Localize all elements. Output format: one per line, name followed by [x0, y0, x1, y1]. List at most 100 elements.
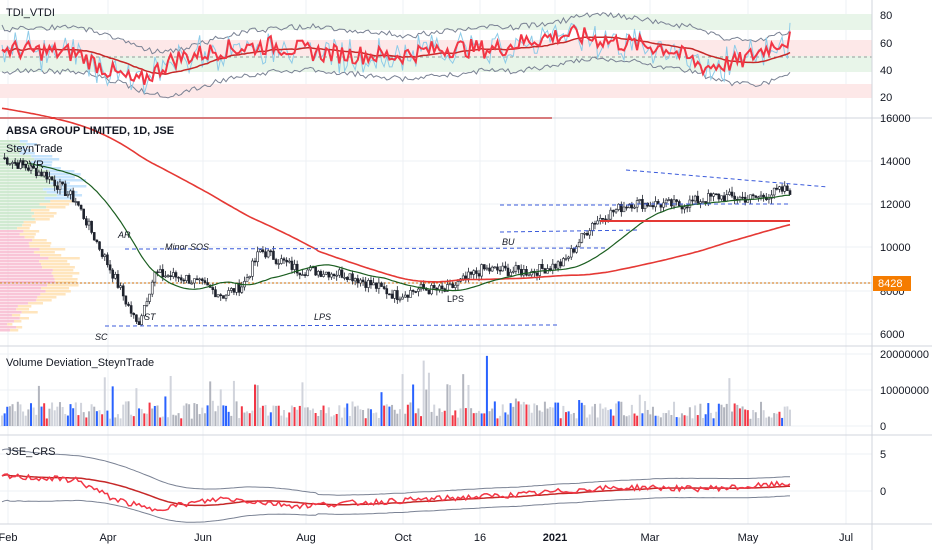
volume-bar — [501, 404, 504, 426]
volume-bar — [306, 407, 309, 426]
volume-bar — [628, 415, 631, 426]
candle-body — [762, 194, 765, 198]
volume-bar — [480, 413, 483, 426]
candle-body — [651, 205, 655, 208]
main-axis-label: 16000 — [880, 113, 911, 125]
volume-bar — [380, 392, 383, 426]
candle-body — [714, 193, 718, 196]
candle-body — [649, 205, 652, 207]
crs-lower-band — [1, 495, 790, 523]
volume-bar — [546, 408, 549, 426]
volume-bar — [6, 406, 9, 426]
volume-bar — [667, 410, 670, 426]
candle-body — [701, 201, 705, 203]
volume-bar — [454, 410, 457, 426]
annotation-ar: AR — [117, 230, 131, 240]
candle-body — [40, 171, 43, 177]
vpvr-bar — [0, 311, 22, 314]
candle-body — [559, 261, 563, 267]
vpvr-bar — [45, 290, 71, 293]
vpvr-bar — [0, 260, 40, 263]
volume-bar — [174, 415, 177, 426]
vpvr-bar — [0, 212, 35, 215]
volume-bar — [789, 409, 791, 426]
candle-body — [77, 201, 80, 206]
volume-bar — [636, 415, 639, 426]
vpvr-bar — [0, 320, 14, 323]
candle-body — [190, 282, 194, 285]
candle-body — [232, 288, 236, 293]
volume-bar — [87, 411, 90, 426]
volume-bar — [691, 418, 694, 426]
volume-bar — [51, 402, 54, 426]
candle-body — [61, 181, 64, 185]
vpvr-bar — [0, 314, 12, 317]
candle-body — [24, 164, 28, 169]
candle-body — [195, 278, 199, 281]
candle-body — [469, 271, 473, 275]
vpvr-bar — [31, 215, 54, 218]
candle-body — [224, 294, 228, 299]
vpvr-label: VPVR — [14, 159, 44, 171]
candle-body — [625, 206, 628, 209]
volume-bar — [622, 415, 625, 426]
volume-bar — [493, 401, 496, 426]
candle-body — [667, 199, 671, 201]
volume-bar — [43, 403, 46, 426]
volume-bar — [422, 360, 425, 426]
time-axis-label: Apr — [99, 532, 116, 544]
main-sub-label: SteynTrade — [6, 143, 62, 155]
candle-body — [37, 171, 41, 177]
candle-body — [664, 199, 668, 204]
ma-long-line — [1, 107, 791, 283]
candle-body — [306, 269, 310, 276]
volume-bar — [138, 408, 141, 426]
candle-body — [490, 266, 494, 272]
trendline-support-sc — [104, 324, 561, 327]
volume-bar — [572, 412, 575, 426]
candle-body — [514, 265, 518, 272]
volume-bar — [64, 414, 67, 426]
volume-bar — [8, 406, 11, 426]
candle-body — [683, 206, 686, 210]
price-badge-text: 8428 — [878, 278, 902, 290]
volume-bar — [578, 400, 581, 426]
volume-bar — [282, 410, 285, 426]
volume-bar — [369, 409, 372, 426]
volume-bar — [723, 407, 726, 426]
volume-bar — [704, 414, 707, 426]
volume-bar — [731, 411, 734, 426]
volume-bar — [612, 415, 615, 426]
candle-body — [203, 280, 207, 283]
candle-body — [264, 251, 267, 258]
volume-bar — [749, 418, 752, 426]
candle-body — [377, 282, 381, 289]
candle-body — [620, 203, 623, 213]
candle-body — [672, 199, 676, 207]
candle-body — [92, 232, 96, 241]
candle-body — [261, 249, 265, 253]
volume-bar — [496, 418, 499, 426]
candle-body — [780, 186, 784, 192]
vpvr-bar — [46, 206, 66, 209]
vpvr-bar — [0, 239, 33, 242]
candle-body — [535, 272, 539, 276]
candle-body — [646, 202, 649, 207]
vpvr-bar — [53, 275, 73, 278]
vpvr-bar — [55, 281, 78, 284]
candle-body — [227, 290, 230, 296]
volume-bar — [754, 412, 757, 426]
vpvr-bar — [0, 293, 41, 296]
volume-bar — [470, 408, 473, 426]
volume-bar — [319, 410, 322, 426]
vpvr-bar — [0, 206, 47, 209]
candle-body — [108, 264, 112, 271]
volume-bar — [240, 406, 243, 426]
vpvr-bar — [0, 254, 41, 257]
candle-body — [759, 194, 763, 198]
candle-body — [749, 194, 752, 200]
candle-body — [287, 260, 291, 263]
volume-bar — [775, 413, 778, 426]
candle-body — [48, 176, 51, 180]
volume-bar — [551, 407, 554, 426]
